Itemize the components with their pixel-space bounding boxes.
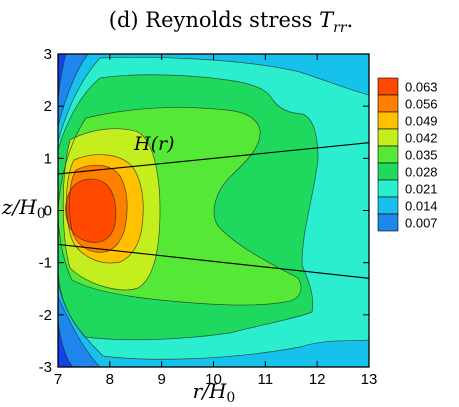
- legend-label: 0.056: [405, 97, 438, 112]
- y-tick-label: 1: [44, 150, 52, 167]
- y-tick-label: 2: [44, 98, 52, 115]
- x-tick-label: 11: [258, 371, 274, 388]
- y-tick-label: -3: [39, 359, 52, 376]
- y-tick-label: 3: [44, 46, 52, 63]
- contour-band-10: [65, 179, 116, 243]
- legend-swatch: [377, 162, 399, 181]
- legend-swatch: [377, 94, 399, 113]
- boundary-line-lower: [58, 243, 369, 279]
- y-tick-label: 0: [44, 203, 52, 220]
- boundary-line-upper: [58, 142, 369, 175]
- annotation-h-of-r: H(r): [133, 133, 174, 155]
- legend-swatch: [377, 77, 399, 96]
- x-tick-label: 7: [54, 371, 62, 388]
- legend-swatch: [377, 145, 399, 164]
- x-axis-label: r/H0: [193, 379, 236, 406]
- plot-area: [58, 54, 369, 367]
- y-axis-ticks: -3 -2 -1 0 1 2 3: [39, 46, 369, 376]
- chart-title: (d) Reynolds stress Trr.: [109, 8, 353, 36]
- contour-lines: [58, 54, 369, 367]
- x-tick-label: 13: [361, 371, 378, 388]
- legend-swatch: [377, 179, 399, 198]
- legend-swatch: [377, 111, 399, 130]
- x-axis-ticks: 7 8 9 10 11 12 13: [54, 54, 378, 388]
- legend: 0.063 0.056 0.049 0.042 0.035 0.028 0.021 0.014…: [377, 77, 438, 232]
- legend-label: 0.028: [405, 165, 438, 180]
- y-tick-label: -2: [39, 307, 52, 324]
- x-tick-label: 8: [106, 371, 114, 388]
- x-tick-label: 12: [309, 371, 326, 388]
- legend-swatch: [377, 196, 399, 215]
- x-tick-label: 10: [205, 371, 222, 388]
- x-tick-label: 9: [157, 371, 165, 388]
- legend-label: 0.007: [405, 216, 438, 231]
- legend-label: 0.014: [405, 199, 438, 214]
- legend-swatch: [377, 213, 399, 232]
- legend-swatch: [377, 128, 399, 147]
- legend-label: 0.063: [405, 80, 438, 95]
- legend-label: 0.049: [405, 114, 438, 129]
- legend-label: 0.035: [405, 148, 438, 163]
- legend-label: 0.042: [405, 131, 438, 146]
- y-tick-label: -1: [39, 255, 52, 272]
- y-axis-label: z/H0: [1, 195, 46, 222]
- legend-label: 0.021: [405, 182, 438, 197]
